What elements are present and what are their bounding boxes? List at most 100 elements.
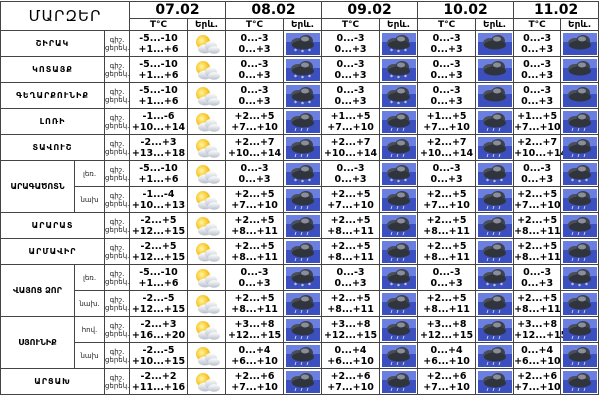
night-temp: -2...+3 xyxy=(140,136,177,148)
rain-cloud-icon xyxy=(379,238,419,265)
night-temp: -1...-6 xyxy=(142,110,175,122)
table-row: ԱՐԱԳԱԾՈՏՆ լեռ. գիշ. ցերեկ. -5...-10 +1...+6 0.… xyxy=(0,160,600,213)
temperature-cell: +2...+6 +7...+10 xyxy=(321,368,381,395)
night-label: գիշ. xyxy=(109,295,125,304)
svg-text:*: * xyxy=(294,282,297,289)
temperature-cell: -1...-4 +10...+13 xyxy=(129,186,189,213)
overcast-cloud-icon xyxy=(475,30,515,57)
day-temp: +7...+10 xyxy=(423,381,470,393)
night-temp: -5...-10 xyxy=(139,162,178,174)
rain-cloud-icon xyxy=(379,212,419,239)
table-row: ՎԱՅՈՑ ՁՈՐ լեռ. գիշ. ցերեկ. -5...-10 +1...+6 0.… xyxy=(0,264,600,317)
day-temp: +7...+10 xyxy=(514,199,561,211)
rain-cloud-icon xyxy=(379,290,419,317)
night-temp: 0...-3 xyxy=(432,162,461,174)
day-label: ցերեկ. xyxy=(105,277,130,286)
svg-text:*: * xyxy=(578,179,581,185)
day-temp: +8...+11 xyxy=(514,303,561,315)
svg-text:*: * xyxy=(301,179,304,185)
svg-text:*: * xyxy=(571,178,574,185)
partly-cloudy-icon xyxy=(187,316,227,343)
date-header: 10.02 xyxy=(417,1,515,19)
temperature-cell: 0...-3 0...+3 xyxy=(417,264,477,291)
temperature-cell: -2...+5 +12...+15 xyxy=(129,212,189,239)
svg-text:*: * xyxy=(390,74,393,81)
day-label: ցերեկ. xyxy=(105,225,130,234)
night-label: գիշ. xyxy=(109,87,125,96)
night-temp: 0...-3 xyxy=(336,32,365,44)
svg-text:*: * xyxy=(301,49,304,55)
snow-cloud-icon: * * * xyxy=(283,30,323,57)
night-temp: +2...+5 xyxy=(517,292,558,304)
temperature-cell: 0...-3 0...+3 xyxy=(513,264,562,291)
rain-cloud-icon xyxy=(283,342,323,369)
snow-cloud-icon: * * * xyxy=(475,160,515,187)
temperature-cell: -2...-5 +12...+15 xyxy=(129,290,189,317)
day-temp: 0...+3 xyxy=(238,277,271,289)
temperature-cell: +2...+5 +8...+11 xyxy=(513,212,562,239)
temperature-cell: +2...+5 +8...+11 xyxy=(225,238,285,265)
day-label: ցերեկ. xyxy=(105,251,130,260)
night-temp: +2...+5 xyxy=(517,214,558,226)
day-night-labels: գիշ. ցերեկ. xyxy=(103,264,131,291)
day-temp: +12...+15 xyxy=(514,329,568,341)
subregion-label: լեռ. xyxy=(74,264,105,291)
rain-cloud-icon xyxy=(379,368,419,395)
rain-cloud-icon xyxy=(475,368,515,395)
night-temp: 0...+4 xyxy=(430,344,463,356)
night-temp: 0...-3 xyxy=(240,58,269,70)
svg-text:*: * xyxy=(397,283,400,289)
temperature-cell: 0...-3 0...+3 xyxy=(513,82,562,109)
night-temp: +2...+5 xyxy=(330,188,371,200)
day-temp: +7...+10 xyxy=(327,381,374,393)
day-temp: +10...+14 xyxy=(227,147,282,159)
partly-cloudy-icon xyxy=(187,212,227,239)
day-temp: +7...+10 xyxy=(231,121,278,133)
rain-cloud-icon xyxy=(475,212,515,239)
night-temp: +1...+5 xyxy=(426,110,467,122)
day-temp: +8...+11 xyxy=(423,225,470,237)
day-temp: +13...+18 xyxy=(131,147,186,159)
temp-subheader: T°C xyxy=(321,18,381,31)
svg-text:*: * xyxy=(404,100,407,107)
temperature-cell: -5...-10 +1...+6 xyxy=(129,264,189,291)
region-name: ԳԵՂԱՐՔՈՒՆԻՔ xyxy=(0,82,105,109)
temperature-cell: +1...+5 +7...+10 xyxy=(321,108,381,135)
snow-cloud-icon: * * * xyxy=(283,160,323,187)
weather-subheader: Երև. xyxy=(379,18,419,31)
temperature-cell: +3...+8 +12...+15 xyxy=(513,316,568,343)
temperature-cell: -2...+3 +16...+20 xyxy=(129,316,189,343)
night-temp: +2...+5 xyxy=(517,240,558,252)
svg-text:*: * xyxy=(301,75,304,81)
temperature-cell: +2...+7 +10...+14 xyxy=(225,134,285,161)
temperature-cell: -5...-10 +1...+6 xyxy=(129,56,189,83)
night-label: գիշ. xyxy=(109,61,125,70)
temperature-cell: 0...+4 +6...+10 xyxy=(321,342,381,369)
temperature-cell: 0...+4 +6...+10 xyxy=(417,342,477,369)
partly-cloudy-icon xyxy=(187,134,227,161)
temperature-cell: 0...-3 0...+3 xyxy=(225,30,285,57)
rain-cloud-icon xyxy=(283,212,323,239)
night-temp: +3...+8 xyxy=(426,318,467,330)
day-temp: +6...+10 xyxy=(423,355,470,367)
night-temp: +2...+5 xyxy=(517,188,558,200)
svg-text:*: * xyxy=(308,100,311,107)
snow-cloud-icon: * * * xyxy=(283,82,323,109)
day-temp: 0...+3 xyxy=(430,173,463,185)
night-label: գիշ. xyxy=(109,191,125,200)
day-temp: +8...+11 xyxy=(231,251,278,263)
day-temp: +8...+11 xyxy=(423,251,470,263)
night-temp: 0...-3 xyxy=(336,162,365,174)
night-temp: +2...+5 xyxy=(426,214,467,226)
night-temp: 0...-3 xyxy=(336,266,365,278)
day-temp: +7...+10 xyxy=(327,121,374,133)
day-night-labels: գիշ. ցերեկ. xyxy=(103,238,131,265)
temperature-cell: +2...+5 +8...+11 xyxy=(321,238,381,265)
table-row: նախ գիշ. ցերեկ. -1...-4 +10...+13 +2...+5 +7..… xyxy=(1,186,600,213)
temperature-cell: 0...-3 0...+3 xyxy=(321,82,381,109)
svg-text:*: * xyxy=(493,283,496,289)
rain-cloud-icon xyxy=(475,238,515,265)
night-label: գիշ. xyxy=(109,165,125,174)
snow-cloud-icon: * * * xyxy=(379,160,419,187)
day-temp: 0...+3 xyxy=(238,43,271,55)
